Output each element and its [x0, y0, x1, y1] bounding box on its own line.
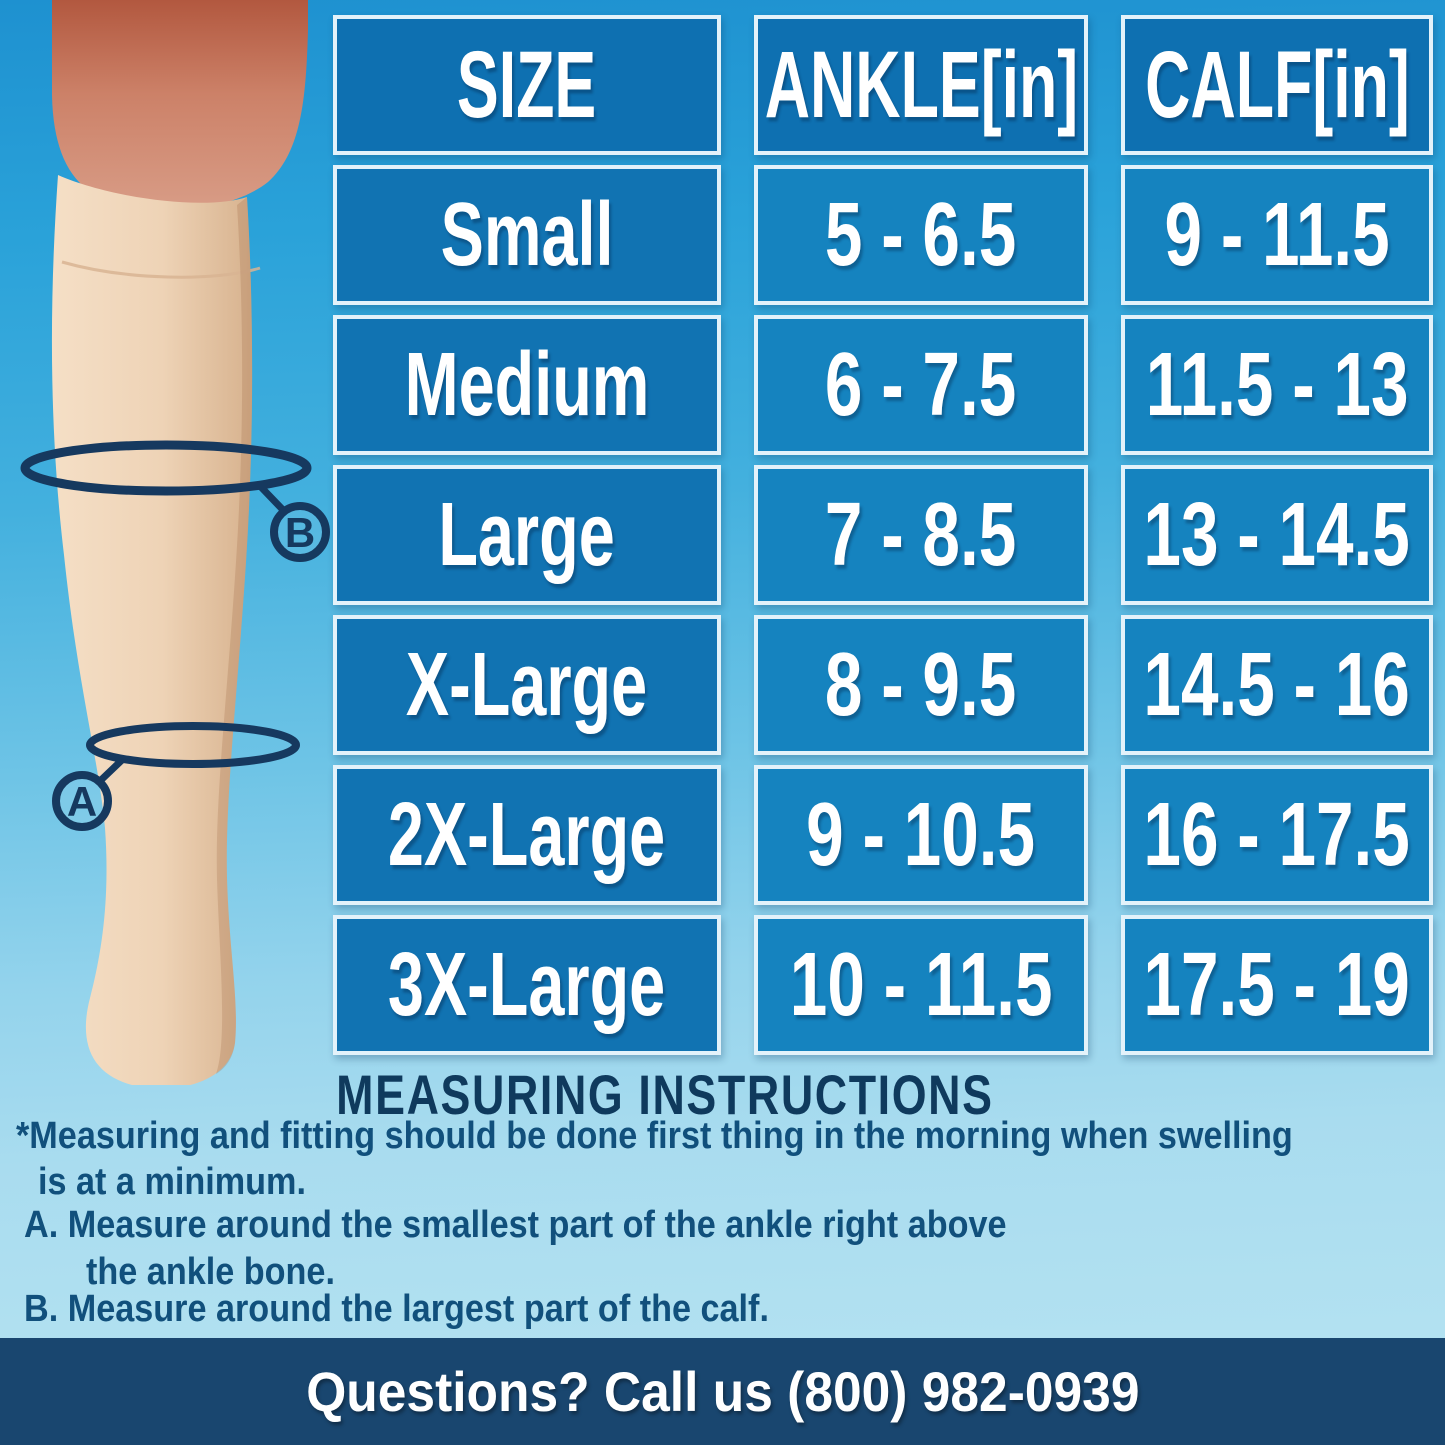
ankle-cell-small: 5 - 6.5: [754, 165, 1088, 305]
knee-skin: [52, 0, 308, 210]
label-b-connector: [257, 483, 288, 515]
calf-cell-medium: 11.5 - 13: [1121, 315, 1433, 455]
measuring-note-line1: *Measuring and fitting should be done fi…: [16, 1115, 1293, 1157]
size-cell-3xlarge: 3X-Large: [333, 915, 721, 1055]
leg-diagram: B A: [20, 0, 330, 1085]
label-a: A: [67, 778, 97, 825]
footer-phone-text: Questions? Call us (800) 982-0939: [305, 1360, 1140, 1423]
leg-photo-panel: B A: [0, 0, 332, 1085]
step-b-text: B. Measure around the largest part of th…: [24, 1288, 769, 1330]
size-cell-medium: Medium: [333, 315, 721, 455]
step-a-line2: the ankle bone.: [86, 1251, 335, 1293]
ankle-cell-2xlarge: 9 - 10.5: [754, 765, 1088, 905]
compression-sock: [51, 175, 253, 1085]
size-cell-large: Large: [333, 465, 721, 605]
ankle-measure-ellipse: [86, 722, 300, 768]
measuring-instructions-title: MEASURING INSTRUCTIONS: [336, 1063, 994, 1126]
header-cell-calf: CALF[in]: [1121, 15, 1433, 155]
label-b-circle: [270, 502, 330, 562]
label-a-connector: [97, 757, 125, 784]
header-calf-label: CALF[in]: [1144, 31, 1410, 138]
sock-band-seam: [61, 260, 261, 279]
ankle-cell-medium: 6 - 7.5: [754, 315, 1088, 455]
size-cell-2xlarge: 2X-Large: [333, 765, 721, 905]
sock-shadow: [216, 197, 253, 1074]
calf-cell-xlarge: 14.5 - 16: [1121, 615, 1433, 755]
calf-cell-2xlarge: 16 - 17.5: [1121, 765, 1433, 905]
footer-contact-bar: Questions? Call us (800) 982-0939: [0, 1338, 1445, 1445]
header-cell-ankle: ANKLE[in]: [754, 15, 1088, 155]
calf-cell-small: 9 - 11.5: [1121, 165, 1433, 305]
header-ankle-label: ANKLE[in]: [764, 31, 1078, 138]
ankle-cell-3xlarge: 10 - 11.5: [754, 915, 1088, 1055]
size-cell-xlarge: X-Large: [333, 615, 721, 755]
ankle-cell-xlarge: 8 - 9.5: [754, 615, 1088, 755]
calf-cell-3xlarge: 17.5 - 19: [1121, 915, 1433, 1055]
size-cell-small: Small: [333, 165, 721, 305]
step-a-line1: A. Measure around the smallest part of t…: [24, 1204, 1007, 1246]
header-size-label: SIZE: [457, 31, 597, 138]
step-a-text: A. Measure around the smallest part of t…: [24, 1206, 1116, 1291]
label-b: B: [285, 509, 315, 556]
size-chart-table: SIZE ANKLE[in] CALF[in] Small 5 - 6.5 9 …: [333, 15, 1433, 1055]
header-cell-size: SIZE: [333, 15, 721, 155]
label-a-circle: [52, 771, 112, 831]
measuring-note: *Measuring and fitting should be done fi…: [16, 1117, 1435, 1201]
calf-measure-ellipse: [20, 440, 312, 496]
measuring-note-line2: is at a minimum.: [38, 1161, 306, 1203]
calf-cell-large: 13 - 14.5: [1121, 465, 1433, 605]
ankle-cell-large: 7 - 8.5: [754, 465, 1088, 605]
